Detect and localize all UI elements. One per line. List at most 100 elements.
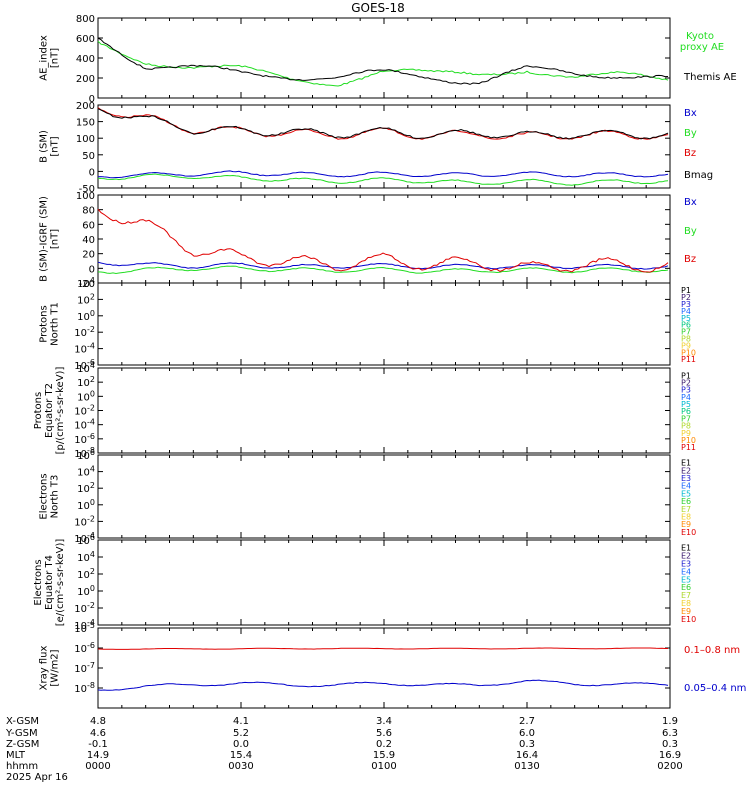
y-tick-label: 10-5 bbox=[74, 621, 95, 635]
legend-p5: P5 bbox=[681, 400, 691, 409]
y-axis-label: Xray flux bbox=[39, 646, 50, 691]
y-tick-label: 100 bbox=[77, 389, 95, 403]
y-axis-label: Equator T2 bbox=[44, 383, 55, 438]
y-tick-label: 100 bbox=[77, 309, 95, 323]
legend-e5: E5 bbox=[681, 575, 691, 584]
y-tick-label: -50 bbox=[79, 184, 95, 195]
legend-p10: P10 bbox=[681, 348, 696, 357]
y-axis-label: [nT] bbox=[50, 229, 61, 249]
footer-value: 0000 bbox=[85, 761, 110, 772]
y-tick-label: -20 bbox=[79, 279, 95, 290]
y-tick-label: 200 bbox=[76, 74, 95, 85]
panel-4: 104 102 100 10-2 10-4 10-6 Protons North T1 P1P2… bbox=[39, 276, 697, 372]
y-tick-label: 100 bbox=[76, 191, 95, 202]
y-tick-label: 150 bbox=[76, 118, 95, 129]
footer-value: 1.9 bbox=[662, 716, 678, 727]
legend-p9: P9 bbox=[681, 341, 691, 350]
legend-p3: P3 bbox=[681, 386, 691, 395]
legend-p7: P7 bbox=[681, 414, 691, 423]
series-line-bz bbox=[97, 107, 669, 140]
footer-value: 5.2 bbox=[233, 728, 249, 739]
y-tick-label: 106 bbox=[77, 448, 95, 462]
legend-e4: E4 bbox=[681, 482, 691, 491]
series-line-bx bbox=[97, 170, 669, 179]
legend-e9: E9 bbox=[681, 520, 691, 529]
footer-value: 0030 bbox=[228, 761, 253, 772]
legend-p4: P4 bbox=[681, 307, 691, 316]
panel-8: 10-5 10-6 10-7 10-8 Xray flux [W/m2] 0.1–0.8 n… bbox=[39, 621, 746, 709]
y-tick-label: 100 bbox=[77, 498, 95, 512]
y-tick-label: 600 bbox=[76, 34, 95, 45]
footer-value: 4.1 bbox=[233, 716, 249, 727]
y-tick-label: 0 bbox=[89, 264, 95, 275]
footer-value: 16.4 bbox=[516, 750, 538, 761]
y-axis-label: North T1 bbox=[50, 302, 61, 346]
y-tick-label: 40 bbox=[82, 235, 95, 246]
series-line-bmag bbox=[97, 108, 669, 140]
legend-bx: Bx bbox=[684, 108, 697, 119]
footer-row-label: 2025 Apr 16 bbox=[6, 772, 68, 783]
legend-e2: E2 bbox=[681, 552, 691, 561]
y-tick-label: 0 bbox=[89, 167, 95, 178]
y-tick-label: 104 bbox=[77, 465, 95, 479]
legend-e8: E8 bbox=[681, 599, 691, 608]
y-tick-label: 100 bbox=[77, 584, 95, 598]
y-tick-label: 60 bbox=[82, 220, 95, 231]
legend-p3: P3 bbox=[681, 300, 691, 309]
panel-3: -20 0 20 40 60 80 100 B (SM)-IGRF (SM) [nT] Bx By B… bbox=[39, 191, 697, 290]
legend-e3: E3 bbox=[681, 560, 691, 569]
panel-frame bbox=[97, 367, 671, 454]
y-axis-label: [nT] bbox=[50, 136, 61, 156]
series-line-by bbox=[97, 173, 669, 186]
footer-value: 0200 bbox=[657, 761, 682, 772]
footer-value: 3.4 bbox=[376, 716, 392, 727]
y-tick-label: 102 bbox=[77, 567, 95, 581]
y-tick-label: 10-8 bbox=[74, 681, 95, 695]
series-line-themis-ae bbox=[97, 37, 669, 85]
y-axis-label: Electrons bbox=[33, 559, 44, 605]
y-tick-label: 104 bbox=[77, 550, 95, 564]
legend-p6: P6 bbox=[681, 321, 691, 330]
y-tick-label: 102 bbox=[77, 481, 95, 495]
series-line-bz bbox=[97, 208, 669, 273]
legend-e8: E8 bbox=[681, 513, 691, 522]
y-tick-label: 10-4 bbox=[74, 418, 95, 432]
y-tick-label: 106 bbox=[77, 533, 95, 547]
legend-p9: P9 bbox=[681, 429, 691, 438]
legend-themis-ae: Themis AE bbox=[683, 72, 737, 83]
legend-p8: P8 bbox=[681, 422, 691, 431]
footer-value: 0.3 bbox=[662, 739, 678, 750]
footer-row-label: hhmm bbox=[6, 761, 38, 772]
y-tick-label: 0 bbox=[89, 94, 95, 105]
y-tick-label: 102 bbox=[77, 375, 95, 389]
y-tick-label: 10-2 bbox=[74, 514, 95, 528]
footer-value: 15.9 bbox=[373, 750, 395, 761]
y-axis-label: [e/(cm²-s-sr-keV)] bbox=[55, 539, 66, 627]
legend-p2: P2 bbox=[681, 293, 691, 302]
series-line-kyoto-proxy-ae bbox=[97, 40, 669, 87]
y-axis-label: B (SM)-IGRF (SM) bbox=[39, 196, 50, 282]
legend-bz: Bz bbox=[684, 148, 696, 159]
y-axis-label: [W/m2] bbox=[50, 649, 61, 686]
y-tick-label: 10-2 bbox=[74, 325, 95, 339]
y-tick-label: 10-4 bbox=[74, 618, 95, 632]
legend-e1: E1 bbox=[681, 459, 691, 468]
legend-e2: E2 bbox=[681, 466, 691, 475]
legend-e7: E7 bbox=[681, 591, 691, 600]
y-tick-label: 50 bbox=[82, 151, 95, 162]
y-axis-label: [p/(cm²-s-sr-keV)] bbox=[55, 367, 66, 455]
legend-bx: Bx bbox=[684, 197, 697, 208]
footer-row-label: Z-GSM bbox=[6, 739, 39, 750]
footer-value: 5.6 bbox=[376, 728, 392, 739]
series-line-xray-0 bbox=[97, 647, 668, 650]
y-axis-label: Protons bbox=[33, 392, 44, 429]
y-axis-label: Equator T4 bbox=[44, 555, 55, 610]
y-axis-label: Electrons bbox=[39, 473, 50, 519]
y-tick-label: 10-4 bbox=[74, 342, 95, 356]
y-tick-label: 10-6 bbox=[74, 358, 95, 372]
y-tick-label: 800 bbox=[76, 14, 95, 25]
